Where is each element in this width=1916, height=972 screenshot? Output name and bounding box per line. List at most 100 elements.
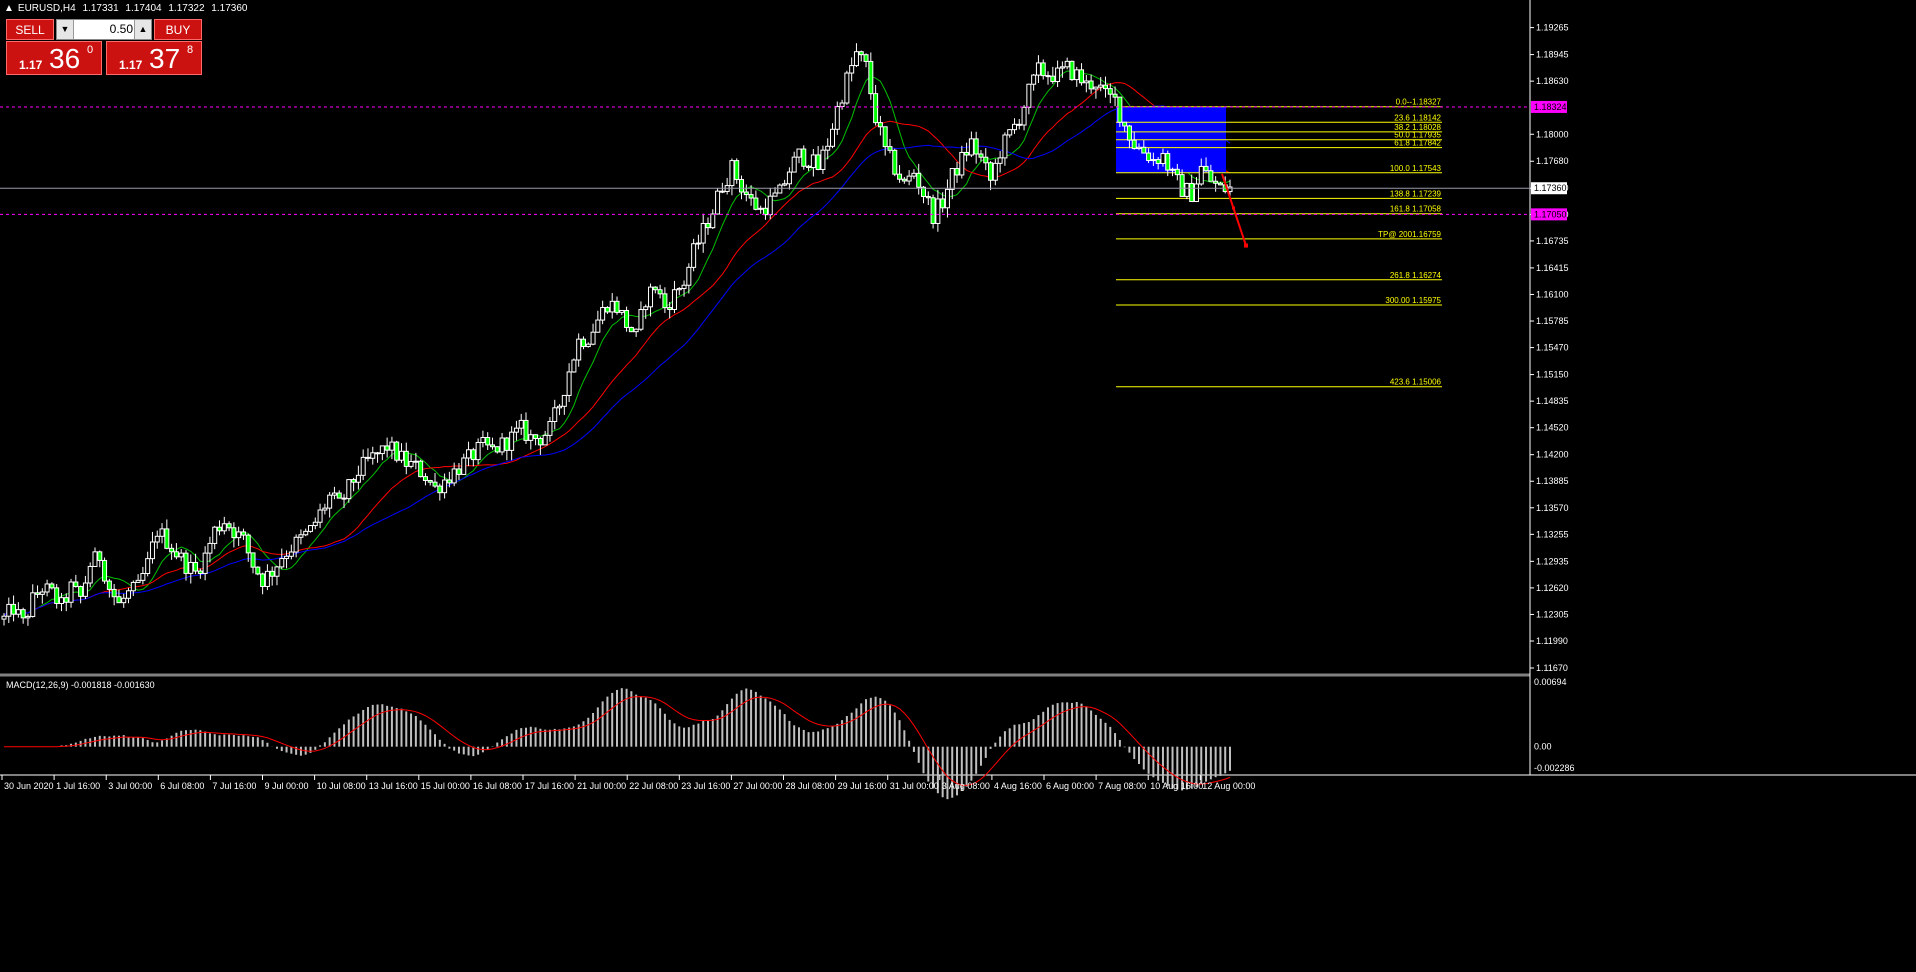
candle xyxy=(331,486,337,500)
chart-title: ▲ EURUSD,H4 1.17331 1.17404 1.17322 1.173… xyxy=(4,3,251,14)
candle xyxy=(624,306,630,332)
candle-body xyxy=(111,588,117,598)
candle-body xyxy=(1107,88,1113,95)
candle-body xyxy=(1126,125,1132,141)
projection-arrow[interactable] xyxy=(1221,173,1248,248)
candle-body xyxy=(897,173,903,180)
candle-body xyxy=(274,566,280,577)
lot-increase-icon[interactable]: ▲ xyxy=(134,20,151,39)
candle-body xyxy=(494,446,500,453)
candle-body xyxy=(82,582,88,597)
candle xyxy=(63,593,69,612)
arrow-line[interactable] xyxy=(1221,173,1247,246)
current-price-tag-bg xyxy=(1531,182,1567,195)
candle xyxy=(82,575,88,599)
time-tick-label: 9 Jul 00:00 xyxy=(265,781,309,791)
candle-body xyxy=(595,319,601,333)
candle-body xyxy=(1059,66,1065,69)
candle-body xyxy=(576,338,582,361)
candle xyxy=(360,449,366,481)
candle xyxy=(753,190,759,211)
candle-body xyxy=(49,583,55,589)
candle-body xyxy=(1040,62,1046,77)
candle-body xyxy=(753,197,759,210)
candle xyxy=(758,205,764,214)
fib-level-label: 261.8 1.16274 xyxy=(1390,271,1442,280)
candle xyxy=(68,578,74,608)
candle-body xyxy=(686,266,692,286)
candle-body xyxy=(844,72,850,104)
arrow-end-marker[interactable] xyxy=(1244,243,1248,248)
candle xyxy=(590,323,596,346)
candle-body xyxy=(1136,146,1142,150)
candle xyxy=(20,607,26,624)
time-tick-label: 17 Jul 16:00 xyxy=(525,781,574,791)
candle xyxy=(303,528,309,537)
quote-close: 1.17360 xyxy=(211,3,248,14)
candle-body xyxy=(839,102,845,108)
candle xyxy=(1093,86,1099,99)
lot-dropdown-icon[interactable]: ▼ xyxy=(57,20,74,39)
candle-body xyxy=(786,171,792,185)
candle xyxy=(413,452,419,470)
candle xyxy=(149,531,155,564)
candle-body xyxy=(475,442,481,461)
ma-slow-line xyxy=(3,105,1231,617)
candle xyxy=(44,579,50,597)
candle xyxy=(729,158,735,196)
candle-body xyxy=(801,148,807,167)
candle xyxy=(1040,59,1046,80)
candle-body xyxy=(868,60,874,95)
candle xyxy=(341,494,347,509)
candle xyxy=(355,465,361,490)
candle xyxy=(384,437,390,458)
candle xyxy=(394,440,400,463)
candle xyxy=(925,191,931,205)
candle xyxy=(700,213,706,253)
candle-body xyxy=(73,581,79,588)
candle-body xyxy=(925,195,931,199)
candle xyxy=(762,198,768,220)
candle xyxy=(1165,150,1171,177)
candle-body xyxy=(1131,139,1137,150)
candle xyxy=(868,52,874,100)
price-tick-label: 1.12935 xyxy=(1536,556,1569,566)
buy-price-button[interactable]: 1.17 37 8 xyxy=(106,41,202,75)
time-tick-label: 6 Jul 08:00 xyxy=(160,781,204,791)
candle xyxy=(528,429,534,450)
candle-body xyxy=(810,154,816,169)
candle-body xyxy=(44,583,50,593)
candle xyxy=(513,420,519,441)
sell-price-button[interactable]: 1.17 36 0 xyxy=(6,41,102,75)
price-tick-label: 1.12620 xyxy=(1536,583,1569,593)
buy-button[interactable]: BUY xyxy=(154,19,202,40)
one-click-trading-panel: SELL ▼ ▲ BUY 1.17 36 0 1.17 37 8 xyxy=(6,19,202,75)
candle xyxy=(561,394,567,415)
time-tick-label: 3 Aug 08:00 xyxy=(942,781,990,791)
candle-body xyxy=(126,590,132,599)
candle xyxy=(858,50,864,62)
candle-body xyxy=(336,492,342,499)
candle-body xyxy=(959,151,965,176)
candle-body xyxy=(695,242,701,245)
time-tick-label: 7 Aug 08:00 xyxy=(1098,781,1146,791)
candle xyxy=(1,613,7,626)
arrow-mid-marker[interactable] xyxy=(1232,206,1235,210)
candle xyxy=(106,578,112,598)
candle xyxy=(614,296,620,315)
marker-tag-lower: 1.17050 xyxy=(1534,209,1567,219)
candle-body xyxy=(403,450,409,467)
price-tick-label: 1.19265 xyxy=(1536,23,1569,33)
fib-level-label: 38.2 1.18028 xyxy=(1394,123,1441,132)
price-tick-label: 1.11990 xyxy=(1536,636,1568,646)
candle xyxy=(552,399,558,430)
macd-tick-label: 0.00 xyxy=(1534,742,1552,752)
candle-body xyxy=(873,93,879,124)
candle xyxy=(801,145,807,170)
lot-size-input[interactable] xyxy=(75,21,133,37)
ma-mid-line xyxy=(3,82,1231,617)
sell-button[interactable]: SELL xyxy=(6,19,54,40)
fib-level-label: 0.0--1.18327 xyxy=(1396,98,1442,107)
